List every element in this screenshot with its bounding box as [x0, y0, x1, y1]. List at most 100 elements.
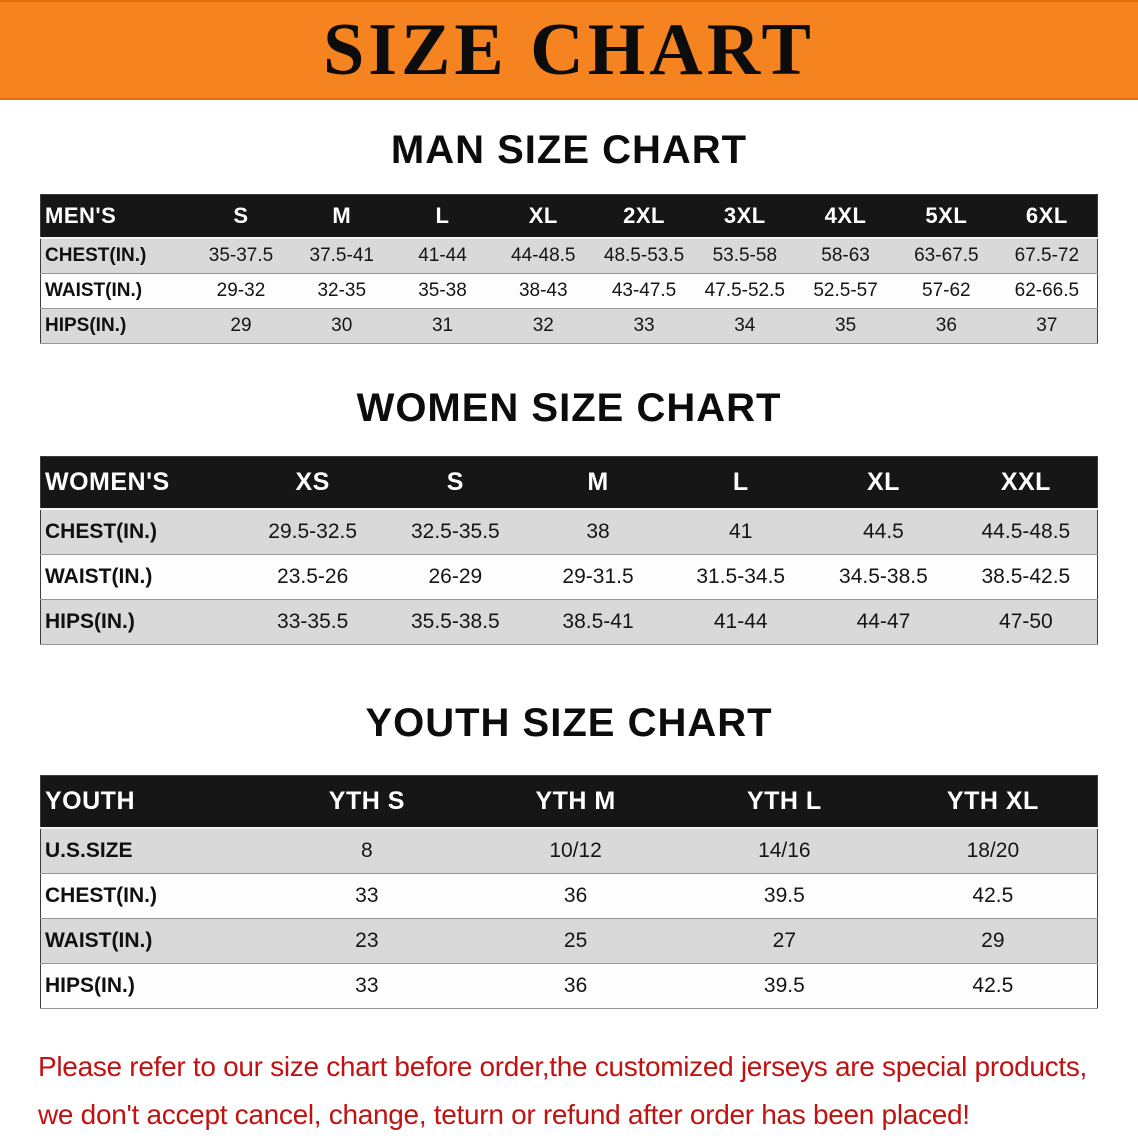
page-title: SIZE CHART [323, 9, 815, 91]
size-value-cell: 35.5-38.5 [410, 610, 500, 633]
size-value-cell: 67.5-72 [1014, 245, 1080, 266]
size-value-cell: 33 [633, 315, 655, 336]
table-corner-label: YOUTH [40, 775, 263, 828]
size-value-cell: 47-50 [999, 610, 1053, 633]
size-value-cell: 32-35 [317, 280, 367, 301]
size-value-cell: 33-35.5 [277, 610, 349, 633]
size-value-cell: 53.5-58 [712, 245, 778, 266]
size-value-cell: 41-44 [713, 610, 768, 633]
size-value-cell: 36 [935, 315, 957, 336]
size-value-cell: 42.5 [972, 884, 1014, 907]
table-row: HIPS(IN.) 33 36 39.5 42.5 [40, 963, 1098, 1009]
table-row: WAIST(IN.) 29-32 32-35 35-38 38-43 43-47.5 47.… [40, 273, 1098, 309]
row-label: HIPS(IN.) [45, 974, 135, 997]
size-column-header: XL [492, 194, 594, 238]
size-value-cell: 36 [563, 974, 588, 997]
disclaimer-line-1: Please refer to our size chart before or… [38, 1051, 1088, 1082]
size-value-cell: 39.5 [763, 884, 805, 907]
size-value-cell: 37 [1036, 315, 1058, 336]
size-value-cell: 63-67.5 [914, 245, 979, 266]
row-label: CHEST(IN.) [45, 520, 157, 543]
row-label: WAIST(IN.) [45, 929, 153, 952]
table-header-row: WOMEN'S XS S M L XL XXL [40, 456, 1098, 509]
table-header-row: YOUTH YTH S YTH M YTH L YTH XL [40, 775, 1098, 828]
row-label: CHEST(IN.) [45, 245, 147, 266]
table-row: HIPS(IN.) 33-35.5 35.5-38.5 38.5-41 41-44 44-… [40, 599, 1098, 645]
size-column-header: L [669, 456, 813, 509]
womens-size-table: WOMEN'S XS S M L XL XXL CHEST(IN.) 29.5-32.5 32.5… [40, 456, 1098, 645]
size-value-cell: 26-29 [428, 565, 483, 588]
size-value-cell: 33 [355, 974, 379, 997]
size-value-cell: 29-31.5 [562, 565, 634, 588]
size-value-cell: 62-66.5 [1014, 280, 1080, 301]
size-value-cell: 23 [355, 929, 379, 952]
size-value-cell: 31 [431, 315, 454, 336]
size-value-cell: 23.5-26 [277, 565, 349, 588]
size-value-cell: 29 [981, 929, 1005, 952]
size-value-cell: 8 [361, 839, 373, 862]
size-value-cell: 33 [355, 884, 379, 907]
mens-section-heading: MAN SIZE CHART [390, 128, 748, 172]
size-column-header: YTH S [262, 775, 472, 828]
size-value-cell: 30 [331, 315, 353, 336]
size-value-cell: 29-32 [216, 280, 266, 301]
disclaimer-line-2: we don't accept cancel, change, teturn o… [38, 1099, 970, 1130]
table-corner-label: WOMEN'S [40, 456, 242, 509]
size-value-cell: 34.5-38.5 [839, 565, 928, 588]
size-column-header: 4XL [795, 194, 896, 238]
size-value-cell: 34 [734, 315, 756, 336]
youth-section-heading: YOUTH SIZE CHART [365, 701, 773, 745]
banner: SIZE CHART [0, 0, 1138, 100]
size-value-cell: 18/20 [966, 839, 1020, 862]
size-value-cell: 43-47.5 [611, 280, 677, 301]
size-value-cell: 57-62 [922, 280, 971, 301]
size-value-cell: 35-37.5 [208, 245, 274, 266]
size-value-cell: 38.5-42.5 [981, 565, 1071, 588]
size-value-cell: 38.5-41 [562, 610, 634, 633]
size-value-cell: 39.5 [763, 974, 805, 997]
size-value-cell: 52.5-57 [813, 280, 878, 301]
table-header-row: MEN'S S M L XL 2XL 3XL 4XL 5XL 6XL [40, 194, 1098, 238]
table-row: CHEST(IN.) 35-37.5 37.5-41 41-44 44-48.5 48.5… [40, 238, 1098, 274]
womens-section: WOMEN SIZE CHART WOMEN'S XS S M L XL XXL CHEST(… [0, 386, 1138, 645]
row-label: HIPS(IN.) [45, 610, 135, 633]
row-label: CHEST(IN.) [45, 884, 157, 907]
size-value-cell: 44-47 [856, 610, 911, 633]
size-column-header: S [384, 456, 527, 509]
womens-section-heading: WOMEN SIZE CHART [356, 386, 782, 430]
size-column-header: L [392, 194, 493, 238]
size-value-cell: 37.5-41 [309, 245, 374, 266]
size-value-cell: 44.5 [862, 520, 904, 543]
size-value-cell: 32.5-35.5 [410, 520, 500, 543]
size-value-cell: 29 [230, 315, 252, 336]
size-value-cell: 31.5-34.5 [696, 565, 786, 588]
row-label: WAIST(IN.) [45, 280, 143, 301]
size-value-cell: 27 [772, 929, 797, 952]
table-corner-label: MEN'S [40, 194, 191, 238]
mens-section: MAN SIZE CHART MEN'S S M L XL 2XL 3XL 4XL 5XL 6XL… [0, 128, 1138, 344]
size-value-cell: 47.5-52.5 [704, 280, 785, 301]
size-value-cell: 44-48.5 [511, 245, 576, 266]
table-row: HIPS(IN.) 29 30 31 32 33 34 35 36 37 [40, 308, 1098, 344]
size-column-header: 2XL [593, 194, 695, 238]
size-value-cell: 35-38 [418, 280, 467, 301]
table-row: WAIST(IN.) 23 25 27 29 [40, 918, 1098, 964]
size-column-header: 3XL [694, 194, 796, 238]
size-column-header: 6XL [996, 194, 1098, 238]
size-value-cell: 36 [563, 884, 588, 907]
table-row: CHEST(IN.) 29.5-32.5 32.5-35.5 38 41 44.5 44.5… [40, 509, 1098, 555]
size-value-cell: 35 [835, 315, 857, 336]
table-row: CHEST(IN.) 33 36 39.5 42.5 [40, 873, 1098, 919]
size-value-cell: 32 [532, 315, 554, 336]
size-value-cell: 38-43 [518, 280, 568, 301]
size-column-header: YTH L [679, 775, 889, 828]
size-column-header: XXL [954, 456, 1098, 509]
mens-size-table: MEN'S S M L XL 2XL 3XL 4XL 5XL 6XL CHEST(IN.) 35-37… [40, 194, 1098, 344]
youth-section: YOUTH SIZE CHART YOUTH YTH S YTH M YTH L YTH… [0, 701, 1138, 1009]
size-value-cell: 10/12 [549, 839, 602, 862]
size-value-cell: 58-63 [821, 245, 870, 266]
size-value-cell: 14/16 [758, 839, 811, 862]
size-column-header: YTH XL [888, 775, 1098, 828]
disclaimer: Please refer to our size chart before or… [0, 1043, 1138, 1139]
